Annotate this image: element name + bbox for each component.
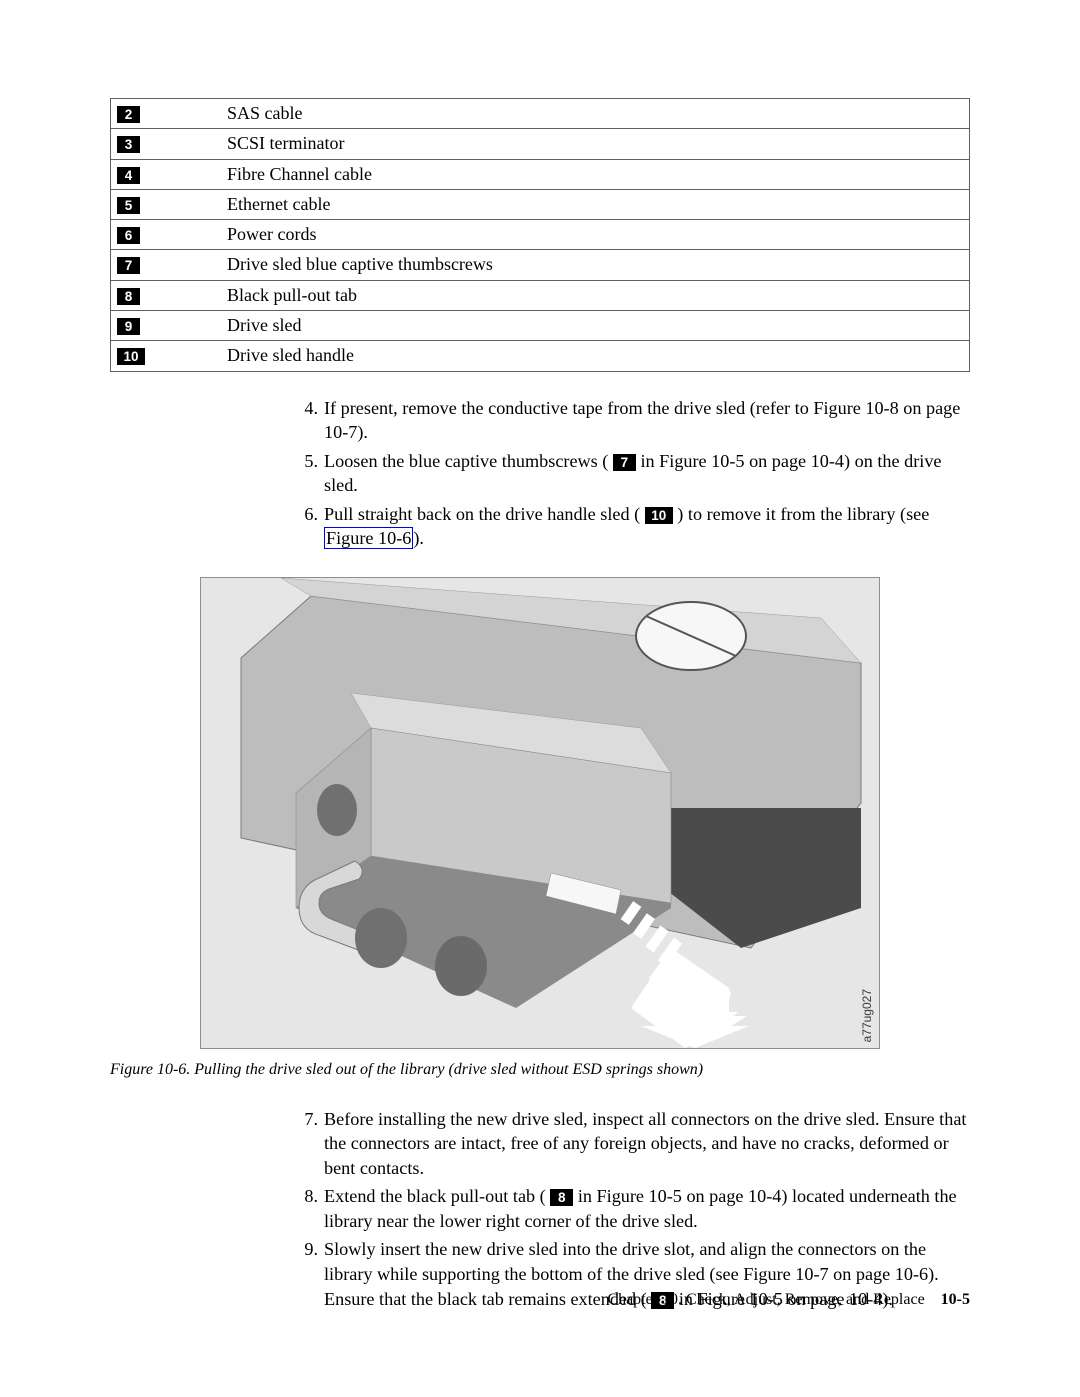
- callout-badge: 6: [117, 227, 140, 244]
- page-footer: Chapter 10. Check, Adjust, Remove, and R…: [110, 1289, 970, 1311]
- callout-number-cell: 2: [111, 99, 222, 129]
- table-row: 10 Drive sled handle: [111, 341, 970, 371]
- figure-id-label: a77ug027: [859, 989, 875, 1042]
- callout-desc-cell: Drive sled blue captive thumbscrews: [221, 250, 970, 280]
- callout-badge-8: 8: [550, 1189, 573, 1206]
- callout-number-cell: 6: [111, 220, 222, 250]
- callout-number-cell: 4: [111, 159, 222, 189]
- step-text-mid: ) to remove it from the library (see: [677, 504, 929, 524]
- table-row: 6 Power cords: [111, 220, 970, 250]
- callout-badge: 2: [117, 106, 140, 123]
- callout-badge: 7: [117, 257, 140, 274]
- footer-chapter: Chapter 10. Check, Adjust, Remove, and R…: [607, 1291, 924, 1308]
- callout-number-cell: 7: [111, 250, 222, 280]
- step-number: 6.: [294, 502, 324, 551]
- callout-desc-cell: Ethernet cable: [221, 189, 970, 219]
- step-8: 8. Extend the black pull-out tab ( 8 in …: [294, 1184, 970, 1233]
- callout-desc-cell: SCSI terminator: [221, 129, 970, 159]
- step-text-post: ).: [413, 528, 424, 548]
- step-text-pre: Extend the black pull-out tab (: [324, 1186, 546, 1206]
- step-7: 7. Before installing the new drive sled,…: [294, 1107, 970, 1181]
- callout-badge: 8: [117, 288, 140, 305]
- table-row: 2 SAS cable: [111, 99, 970, 129]
- figure-caption: Figure 10-6. Pulling the drive sled out …: [110, 1059, 878, 1081]
- step-6: 6. Pull straight back on the drive handl…: [294, 502, 970, 551]
- callout-desc-cell: Fibre Channel cable: [221, 159, 970, 189]
- callout-badge: 3: [117, 136, 140, 153]
- callout-desc-cell: Drive sled: [221, 311, 970, 341]
- step-number: 5.: [294, 449, 324, 498]
- callout-badge-10: 10: [645, 507, 673, 524]
- step-text: Pull straight back on the drive handle s…: [324, 502, 970, 551]
- footer-page-number: 10-5: [941, 1291, 970, 1308]
- callout-desc-cell: SAS cable: [221, 99, 970, 129]
- steps-after-figure: 7. Before installing the new drive sled,…: [110, 1107, 970, 1312]
- step-text: Before installing the new drive sled, in…: [324, 1107, 970, 1181]
- page-body: 2 SAS cable 3 SCSI terminator 4 Fibre Channel…: [110, 98, 970, 1315]
- step-text: If present, remove the conductive tape f…: [324, 396, 970, 445]
- callout-desc-cell: Drive sled handle: [221, 341, 970, 371]
- callout-number-cell: 3: [111, 129, 222, 159]
- callout-number-cell: 8: [111, 280, 222, 310]
- step-text-pre: Loosen the blue captive thumbscrews (: [324, 451, 608, 471]
- table-row: 8 Black pull-out tab: [111, 280, 970, 310]
- figure-image: a77ug027: [200, 577, 880, 1049]
- callout-number-cell: 10: [111, 341, 222, 371]
- step-4: 4. If present, remove the conductive tap…: [294, 396, 970, 445]
- step-text: Loosen the blue captive thumbscrews ( 7 …: [324, 449, 970, 498]
- step-number: 7.: [294, 1107, 324, 1181]
- callout-table: 2 SAS cable 3 SCSI terminator 4 Fibre Channel…: [110, 98, 970, 372]
- callout-badge: 4: [117, 167, 140, 184]
- step-number: 4.: [294, 396, 324, 445]
- callout-badge: 10: [117, 348, 145, 365]
- step-text: Extend the black pull-out tab ( 8 in Fig…: [324, 1184, 970, 1233]
- callout-number-cell: 5: [111, 189, 222, 219]
- steps-before-figure: 4. If present, remove the conductive tap…: [110, 396, 970, 551]
- callout-badge: 5: [117, 197, 140, 214]
- step-5: 5. Loosen the blue captive thumbscrews (…: [294, 449, 970, 498]
- table-row: 7 Drive sled blue captive thumbscrews: [111, 250, 970, 280]
- callout-desc-cell: Power cords: [221, 220, 970, 250]
- callout-number-cell: 9: [111, 311, 222, 341]
- table-row: 9 Drive sled: [111, 311, 970, 341]
- table-row: 5 Ethernet cable: [111, 189, 970, 219]
- step-number: 8.: [294, 1184, 324, 1233]
- figure-10-6: a77ug027 Figure 10-6. Pulling the drive …: [200, 577, 878, 1081]
- callout-badge-7: 7: [613, 454, 636, 471]
- step-text-pre: Pull straight back on the drive handle s…: [324, 504, 640, 524]
- table-row: 3 SCSI terminator: [111, 129, 970, 159]
- figure-link[interactable]: Figure 10-6: [324, 527, 413, 549]
- table-row: 4 Fibre Channel cable: [111, 159, 970, 189]
- callout-desc-cell: Black pull-out tab: [221, 280, 970, 310]
- callout-badge: 9: [117, 318, 140, 335]
